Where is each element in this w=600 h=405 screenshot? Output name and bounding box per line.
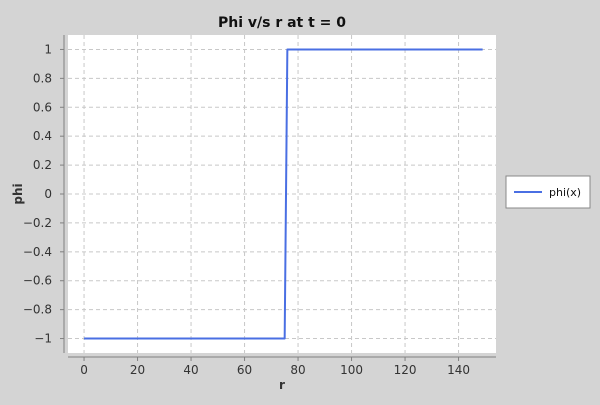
y-tick-label: −0.8 (23, 303, 52, 317)
x-tick-label: 80 (290, 363, 305, 377)
x-tick-label: 20 (130, 363, 145, 377)
y-tick-label: −0.2 (23, 216, 52, 230)
x-tick-label: 140 (447, 363, 470, 377)
y-tick-label: −0.4 (23, 245, 52, 259)
series-layer (84, 48, 483, 340)
axes: 0 20 40 60 80 100 120 140 1 0.8 0.6 0.4 0.2 0 −0.2 −0.4… (23, 35, 496, 377)
x-tick-label: 120 (394, 363, 417, 377)
y-tick-label: 1 (44, 42, 52, 56)
x-axis-label: r (279, 378, 285, 392)
x-tick-label: 60 (237, 363, 252, 377)
y-tick-label: 0.4 (33, 129, 52, 143)
x-tick-label: 40 (183, 363, 198, 377)
y-tick-label: 0.2 (33, 158, 52, 172)
y-tick-label: 0.6 (33, 100, 52, 114)
y-tick-label: 0 (44, 187, 52, 201)
chart-title: Phi v/s r at t = 0 (218, 15, 346, 31)
series-line-phi (84, 48, 483, 340)
y-tick-label: 0.8 (33, 71, 52, 85)
x-tick-label: 0 (80, 363, 88, 377)
y-tick-label: −1 (34, 332, 52, 346)
grid-lines (68, 35, 496, 353)
legend: phi(x) (505, 175, 591, 209)
x-tick-label: 100 (340, 363, 363, 377)
legend-label-phi: phi(x) (549, 186, 581, 199)
y-tick-label: −0.6 (23, 274, 52, 288)
y-axis-label: phi (11, 183, 25, 204)
